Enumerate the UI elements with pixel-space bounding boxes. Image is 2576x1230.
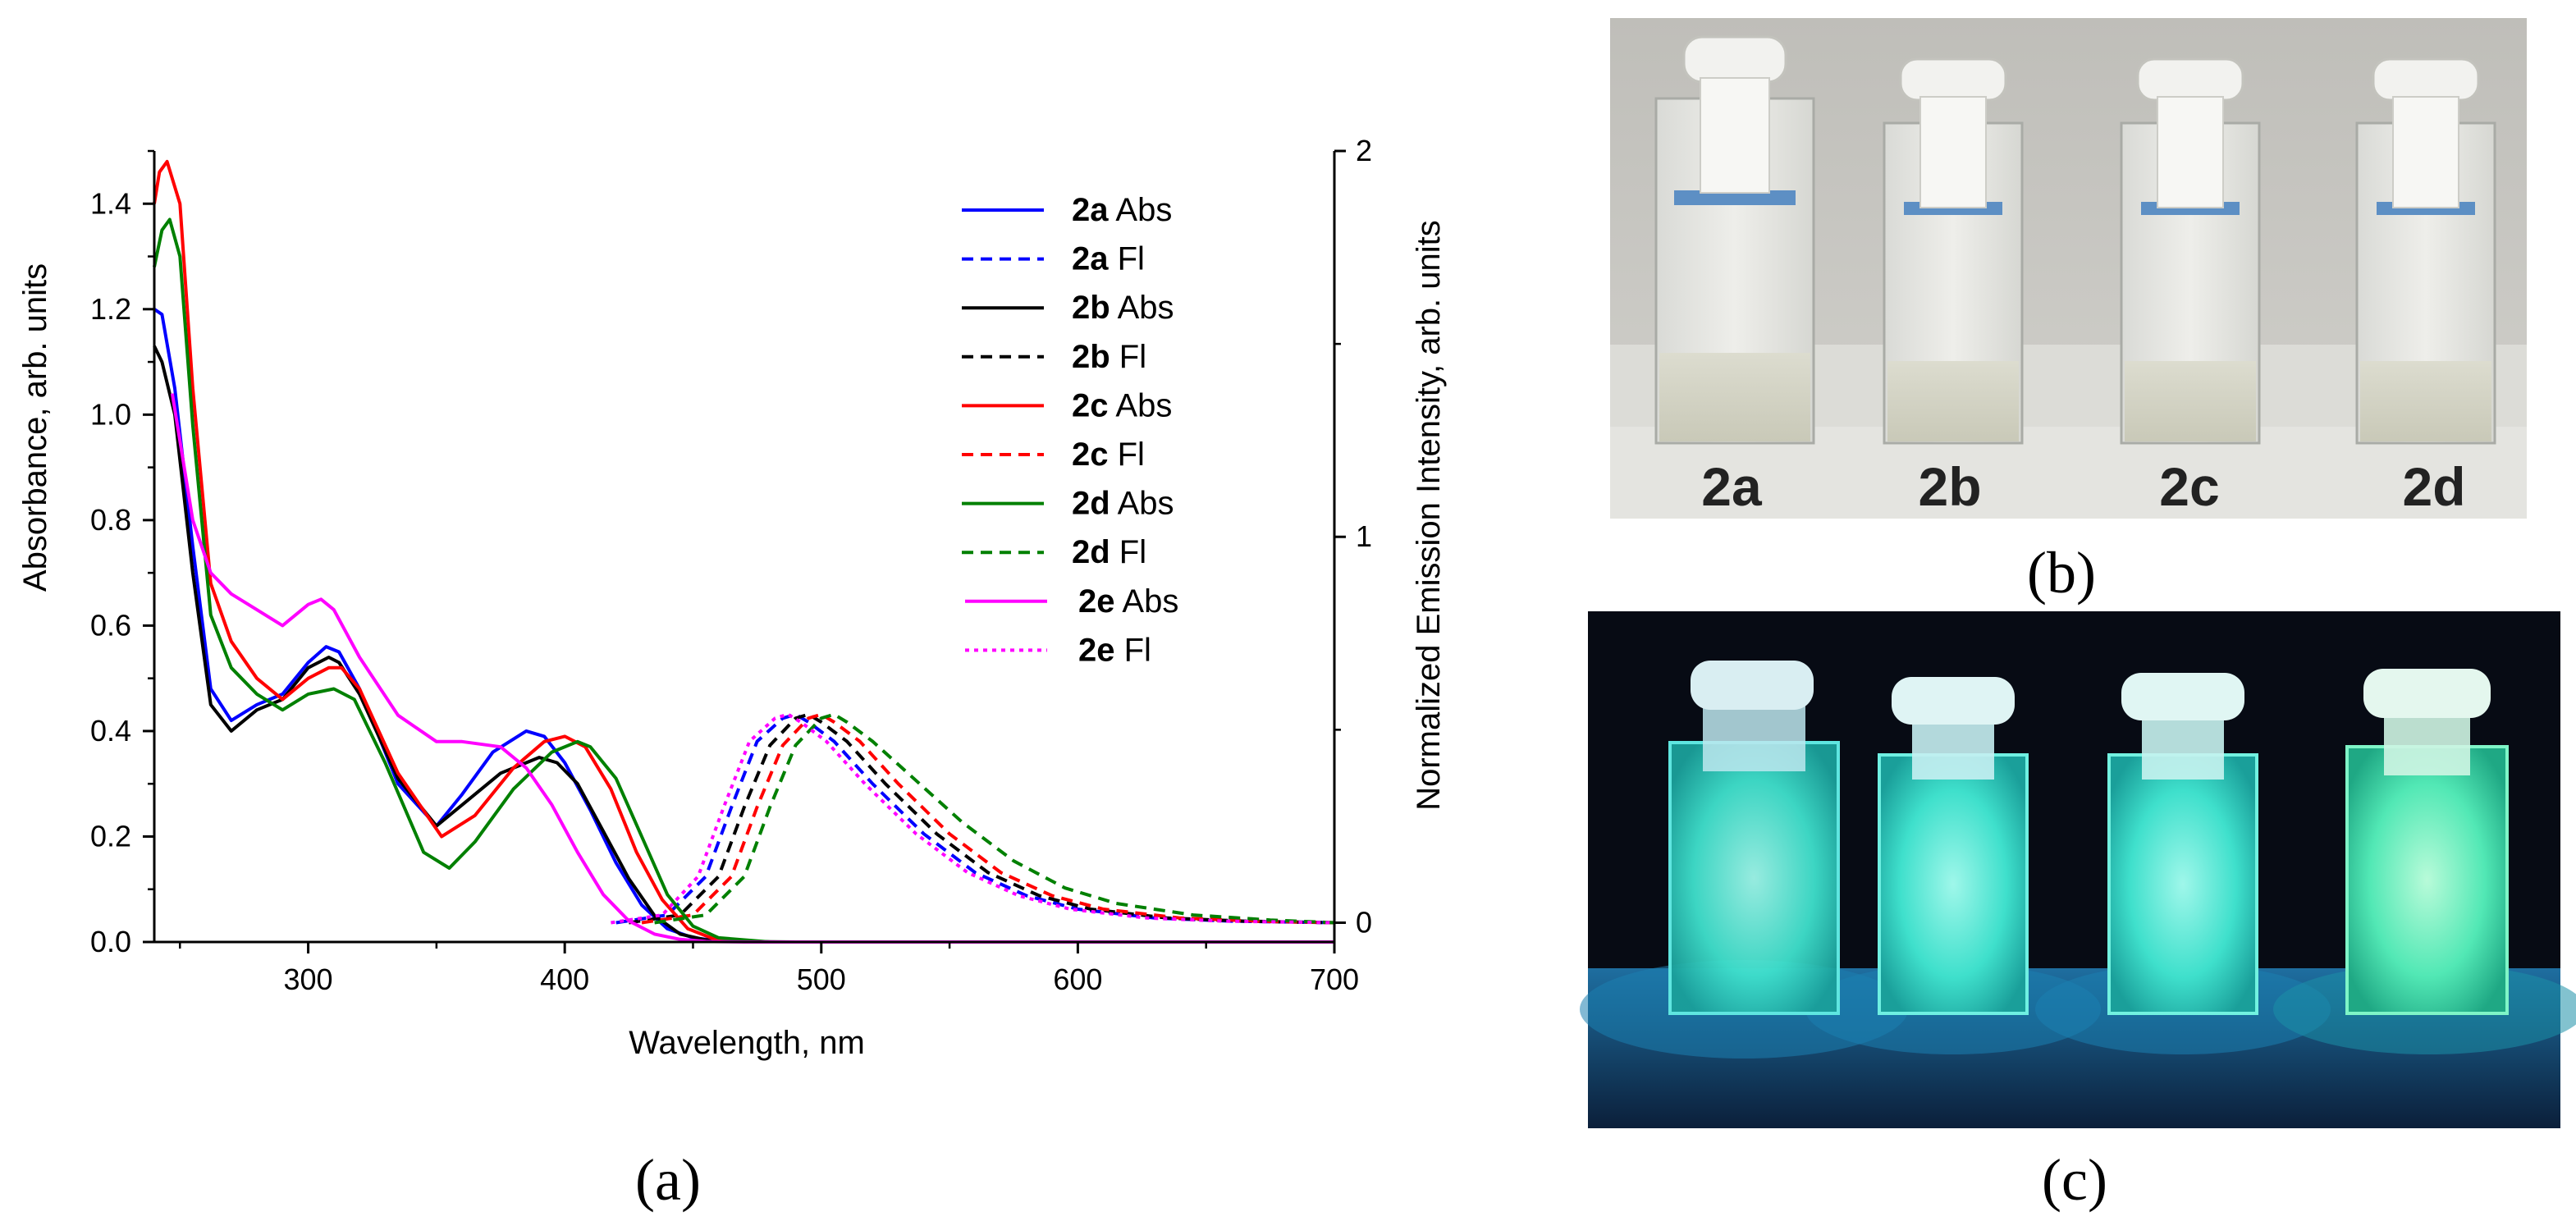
legend-entry: 2d Fl xyxy=(1072,534,1146,570)
series-line-2b-abs xyxy=(153,345,1334,944)
y2-axis-label: Normalized Emission Intensity, arb. unit… xyxy=(1411,220,1447,811)
chart-axes xyxy=(153,151,1336,944)
series-line-2b-fl xyxy=(629,712,1335,925)
y-axis-label: Absorbance, arb. units xyxy=(17,263,53,592)
series-line-2c-abs xyxy=(153,159,1334,944)
legend-entry: 2a Abs xyxy=(1072,192,1172,228)
series-line-2d-abs xyxy=(153,217,1334,944)
cuvette-2c xyxy=(2120,57,2261,445)
y-tick-label: 0.8 xyxy=(90,503,131,537)
y-tick-label: 1.4 xyxy=(90,186,131,220)
panel-c-label: (c) xyxy=(2042,1147,2107,1213)
cuvette-2d xyxy=(2355,57,2496,445)
uv-cuvette-3 xyxy=(2107,673,2258,1015)
uv-fluorescing-cuvettes-photo xyxy=(1580,611,2576,1128)
legend-entry: 2a Fl xyxy=(1072,241,1145,277)
chart-curves xyxy=(153,159,1335,944)
daylight-cuvettes-photo: 2a 2b 2c 2d xyxy=(1610,18,2527,519)
legend-entry: 2c Fl xyxy=(1072,437,1145,473)
y-tick-label: 0.4 xyxy=(90,714,131,748)
cuvette-2b xyxy=(1883,57,2024,445)
chart-panel-a: 300 400 500 600 700 0.0 0.2 0.4 0.6 0.8 1.0 1.2 1.4 0… xyxy=(17,134,1447,1213)
x-tick-label: 700 xyxy=(1310,963,1359,996)
legend-entry: 2b Fl xyxy=(1072,339,1146,375)
panel-b-label: (b) xyxy=(2027,540,2096,606)
y-tick-label: 1.0 xyxy=(90,397,131,431)
vial-label-2d: 2d xyxy=(2402,456,2465,517)
y-tick-label: 0.0 xyxy=(90,925,131,958)
chart-legend: 2a Abs 2a Fl 2b Abs 2b Fl 2c Abs 2c Fl 2d Abs 2… xyxy=(962,192,1178,668)
uv-cuvette-1 xyxy=(1668,661,1840,1015)
x-axis-label: Wavelength, nm xyxy=(629,1025,865,1061)
panel-a-label: (a) xyxy=(635,1147,701,1213)
series-line-2e-abs xyxy=(170,393,1334,944)
y2-tick-label: 1 xyxy=(1356,519,1372,553)
legend-entry: 2e Abs xyxy=(1078,583,1178,620)
x-tick-label: 600 xyxy=(1053,963,1102,996)
legend-entry: 2c Abs xyxy=(1072,387,1172,423)
vial-label-2c: 2c xyxy=(2159,456,2219,517)
legend-entry: 2b Abs xyxy=(1072,290,1174,326)
series-line-2e-fl xyxy=(611,712,1335,925)
x-tick-label: 400 xyxy=(540,963,589,996)
series-line-2a-fl xyxy=(615,712,1335,925)
y-tick-label: 0.6 xyxy=(90,608,131,642)
series-line-2c-fl xyxy=(641,712,1335,925)
y-tick-label: 1.2 xyxy=(90,292,131,326)
vial-label-2b: 2b xyxy=(1918,456,1981,517)
x-tick-label: 500 xyxy=(797,963,846,996)
y2-tick-label: 0 xyxy=(1356,905,1372,939)
uv-cuvette-2 xyxy=(1878,677,2029,1015)
uv-cuvette-4 xyxy=(2345,669,2509,1015)
x-tick-label: 300 xyxy=(284,963,333,996)
legend-entry: 2e Fl xyxy=(1078,632,1151,668)
y-tick-label: 0.2 xyxy=(90,819,131,853)
series-line-2d-fl xyxy=(654,712,1335,925)
y2-tick-label: 2 xyxy=(1356,134,1372,167)
chart-ticks: 300 400 500 600 700 0.0 0.2 0.4 0.6 0.8 1.0 1.2 1.4 0… xyxy=(90,134,1372,996)
vial-label-2a: 2a xyxy=(1701,456,1763,517)
legend-entry: 2d Abs xyxy=(1072,486,1174,522)
cuvette-2a xyxy=(1654,35,1815,445)
